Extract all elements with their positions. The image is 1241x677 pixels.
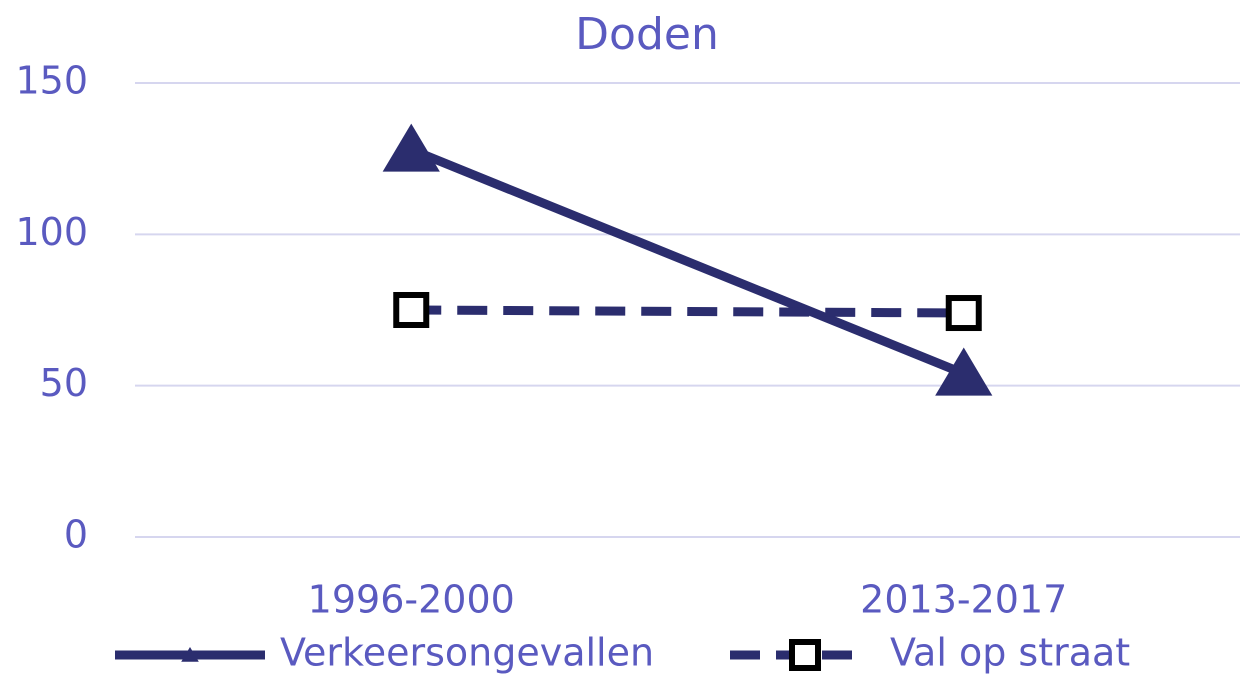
chart-title: Doden: [575, 9, 719, 60]
legend-marker: [789, 639, 821, 671]
y-tick-label: 100: [15, 210, 88, 254]
y-tick-label: 0: [64, 513, 88, 557]
marker: [935, 347, 993, 396]
y-tick-label: 150: [15, 59, 88, 103]
x-tick-label: 2013-2017: [860, 578, 1067, 622]
marker: [945, 295, 982, 332]
legend-label: Verkeersongevallen: [280, 631, 654, 675]
legend-marker: [181, 647, 199, 662]
series-line: [411, 305, 964, 318]
y-tick-label: 50: [40, 361, 88, 405]
x-tick-label: 1996-2000: [308, 578, 515, 622]
marker: [382, 123, 440, 172]
series-line: [409, 145, 966, 378]
marker: [393, 292, 430, 328]
legend-label: Val op straat: [890, 631, 1130, 675]
